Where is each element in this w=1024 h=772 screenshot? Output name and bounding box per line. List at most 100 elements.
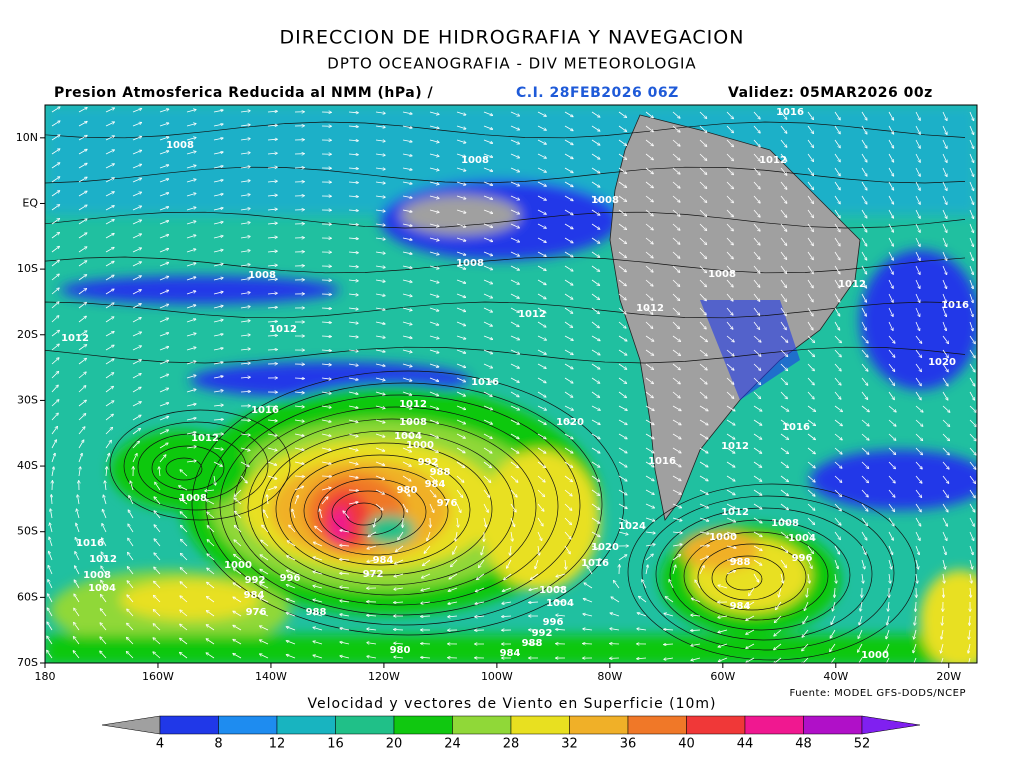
isobar-label: 984	[730, 601, 751, 612]
isobar-label: 980	[390, 645, 411, 656]
colorbar-tick: 4	[156, 737, 164, 752]
colorbar-tick: 8	[214, 737, 222, 752]
isobar-label: 976	[437, 498, 458, 509]
isobar-label: 996	[792, 553, 813, 564]
isobar-label: 1004	[788, 533, 816, 544]
isobar-label: 1008	[591, 195, 619, 206]
lat-label: EQ	[22, 196, 38, 209]
isobar-label: 984	[244, 590, 265, 601]
isobar-label: 1000	[406, 440, 434, 451]
colorbar-box	[336, 716, 395, 734]
colorbar-tick: 20	[386, 737, 403, 752]
isobar-label: 1008	[166, 140, 194, 151]
isobar-label: 1012	[269, 324, 297, 335]
isobar-label: 988	[730, 557, 751, 568]
lon-label: 40W	[823, 670, 848, 683]
lat-label: 10N	[16, 131, 38, 144]
lon-label: 140W	[255, 670, 287, 683]
isobar-label: 1012	[759, 155, 787, 166]
wind-vector	[421, 616, 430, 617]
isobar-label: 996	[280, 573, 301, 584]
isobar-label: 1008	[456, 258, 484, 269]
lon-label: 160W	[142, 670, 174, 683]
colorbar-box	[628, 716, 687, 734]
valid-time: Validez: 05MAR2026 00z	[728, 85, 933, 101]
colorbar-tick: 28	[503, 737, 520, 752]
isobar-label: 1008	[708, 269, 736, 280]
colorbar-box	[804, 716, 863, 734]
isobar-label: 1012	[61, 333, 89, 344]
colorbar-box	[277, 716, 336, 734]
isobar-label: 1016	[471, 377, 499, 388]
isobar-label: 1008	[399, 417, 427, 428]
isobar-label: 1012	[399, 399, 427, 410]
isobar-label: 1020	[591, 542, 619, 553]
colorbar-tick: 12	[269, 737, 286, 752]
isobar-label: 1016	[251, 405, 279, 416]
init-time: C.I. 28FEB2026 06Z	[516, 85, 679, 101]
isobar-label: 1008	[179, 493, 207, 504]
lat-label: 50S	[17, 525, 38, 538]
colorbar-box	[219, 716, 278, 734]
isobar-label: 996	[543, 617, 564, 628]
isobar-label: 1016	[941, 300, 969, 311]
lat-label: 10S	[17, 262, 38, 275]
lon-label: 120W	[368, 670, 400, 683]
isobar-label: 1016	[648, 456, 676, 467]
colorbar-tick: 36	[620, 737, 637, 752]
colorbar-box	[394, 716, 453, 734]
wind-vector	[529, 602, 538, 603]
isobar-label: 1012	[636, 303, 664, 314]
isobar-label: 1008	[83, 570, 111, 581]
isobar-label: 1008	[539, 585, 567, 596]
lat-label: 20S	[17, 328, 38, 341]
isobar-label: 1008	[461, 155, 489, 166]
colorbar-box	[453, 716, 512, 734]
colorbar-tick: 40	[678, 737, 695, 752]
colorbar-box	[160, 716, 219, 734]
product: Presion Atmosferica Reducida al NMM (hPa…	[54, 85, 433, 101]
isobar-label: 988	[306, 607, 327, 618]
isobar-label: 1000	[224, 560, 252, 571]
lon-label: 180	[35, 670, 56, 683]
lon-label: 80W	[597, 670, 622, 683]
isobar-label: 1024	[618, 521, 646, 532]
wind-vector	[394, 629, 403, 630]
wind-vector	[322, 336, 331, 337]
wind-vector	[349, 490, 358, 491]
colorbar-low	[102, 716, 160, 734]
isobar-label: 1012	[518, 309, 546, 320]
lat-label: 40S	[17, 459, 38, 472]
isobar-label: 1000	[861, 650, 889, 661]
isobar-label: 992	[245, 575, 266, 586]
isobar-label: 1012	[89, 554, 117, 565]
colorbar-box	[687, 716, 746, 734]
isobar-label: 984	[500, 648, 521, 659]
wind-vector	[322, 308, 331, 309]
isobar-label: 1020	[928, 357, 956, 368]
isobar-label: 1012	[838, 279, 866, 290]
title: DIRECCION DE HIDROGRAFIA Y NAVEGACION	[280, 27, 745, 49]
isobar-label: 1000	[709, 532, 737, 543]
isobar-label: 1020	[556, 417, 584, 428]
isobar-label: 976	[246, 607, 267, 618]
colorbar-box	[745, 716, 804, 734]
isobar-label: 972	[363, 569, 384, 580]
colorbar-high	[862, 716, 920, 734]
colorbar-tick: 52	[854, 737, 871, 752]
isobar-label: 1016	[581, 558, 609, 569]
colorbar-box	[570, 716, 629, 734]
lat-label: 60S	[17, 590, 38, 603]
isobar-label: 988	[522, 638, 543, 649]
colorbar-box	[511, 716, 570, 734]
isobar-label: 1012	[721, 507, 749, 518]
colorbar-tick: 32	[561, 737, 578, 752]
isobar-label: 1016	[776, 107, 804, 118]
isobar-label: 984	[425, 479, 446, 490]
colorbar-tick: 16	[327, 737, 344, 752]
isobar-label: 1016	[76, 538, 104, 549]
source: Fuente: MODEL GFS-DODS/NCEP	[789, 688, 966, 699]
lat-label: 30S	[17, 393, 38, 406]
isobar-label: 1008	[771, 518, 799, 529]
colorbar-tick: 44	[737, 737, 754, 752]
